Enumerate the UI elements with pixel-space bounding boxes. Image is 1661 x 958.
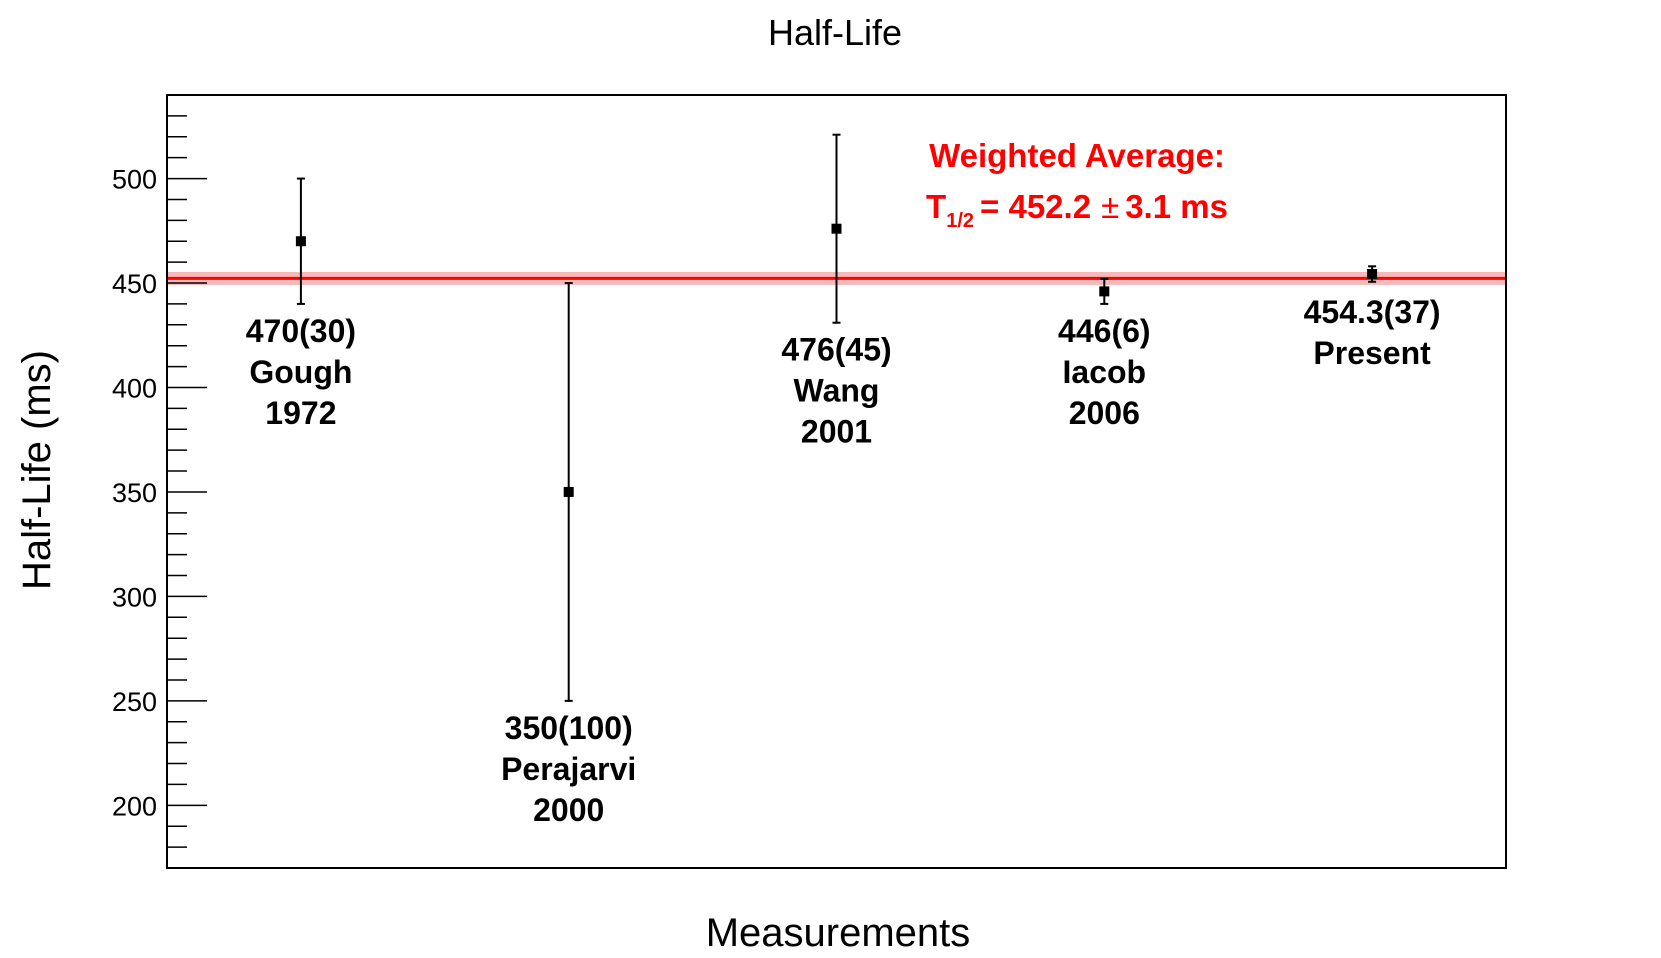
- y-axis-title: Half-Life (ms): [15, 350, 59, 590]
- data-label: 454.3(37): [1304, 294, 1441, 330]
- y-tick-label: 400: [112, 373, 157, 403]
- y-tick-label: 300: [112, 582, 157, 612]
- data-label: Wang: [794, 373, 880, 409]
- y-tick-label: 500: [112, 165, 157, 195]
- y-tick-label: 450: [112, 269, 157, 299]
- data-label: 350(100): [505, 710, 633, 746]
- plot-frame: [166, 94, 1507, 869]
- weighted-average-heading: Weighted Average:: [929, 137, 1225, 174]
- half-life-subscript: 1/2: [946, 210, 974, 232]
- data-label: Present: [1313, 335, 1431, 371]
- average-value-text: = 452.2: [980, 188, 1091, 225]
- data-label: Perajarvi: [501, 751, 636, 787]
- average-error-text: 3.1 ms: [1125, 188, 1228, 225]
- data-label: 476(45): [781, 332, 891, 368]
- data-label: 2000: [533, 792, 604, 828]
- y-tick-label: 350: [112, 478, 157, 508]
- data-label: 1972: [265, 395, 336, 431]
- data-label: 2001: [801, 414, 872, 450]
- data-point: [1099, 286, 1110, 297]
- data-label: 2006: [1069, 395, 1140, 431]
- weighted-average-annotation: Weighted Average: T1/2 = 452.2 ±3.1 ms: [926, 137, 1228, 232]
- weighted-average-value: T1/2 = 452.2 ±3.1 ms: [926, 188, 1228, 232]
- data-label: 470(30): [246, 313, 356, 349]
- data-point: [1367, 269, 1378, 280]
- y-tick-label: 250: [112, 687, 157, 717]
- y-tick-label: 200: [112, 791, 157, 821]
- data-point: [831, 223, 842, 234]
- data-label: Gough: [249, 354, 352, 390]
- data-label: Iacob: [1063, 354, 1147, 390]
- chart-title: Half-Life: [768, 12, 902, 53]
- half-life-symbol: T: [926, 188, 946, 225]
- data-label: 446(6): [1058, 313, 1151, 349]
- data-point: [563, 486, 574, 497]
- data-point: [295, 236, 306, 247]
- plus-minus-sign: ±: [1101, 188, 1119, 225]
- x-axis-title: Measurements: [706, 911, 971, 955]
- plot-area: 200 250 300 350 400 450 500 470(30) Gough 1972 350…: [112, 94, 1507, 869]
